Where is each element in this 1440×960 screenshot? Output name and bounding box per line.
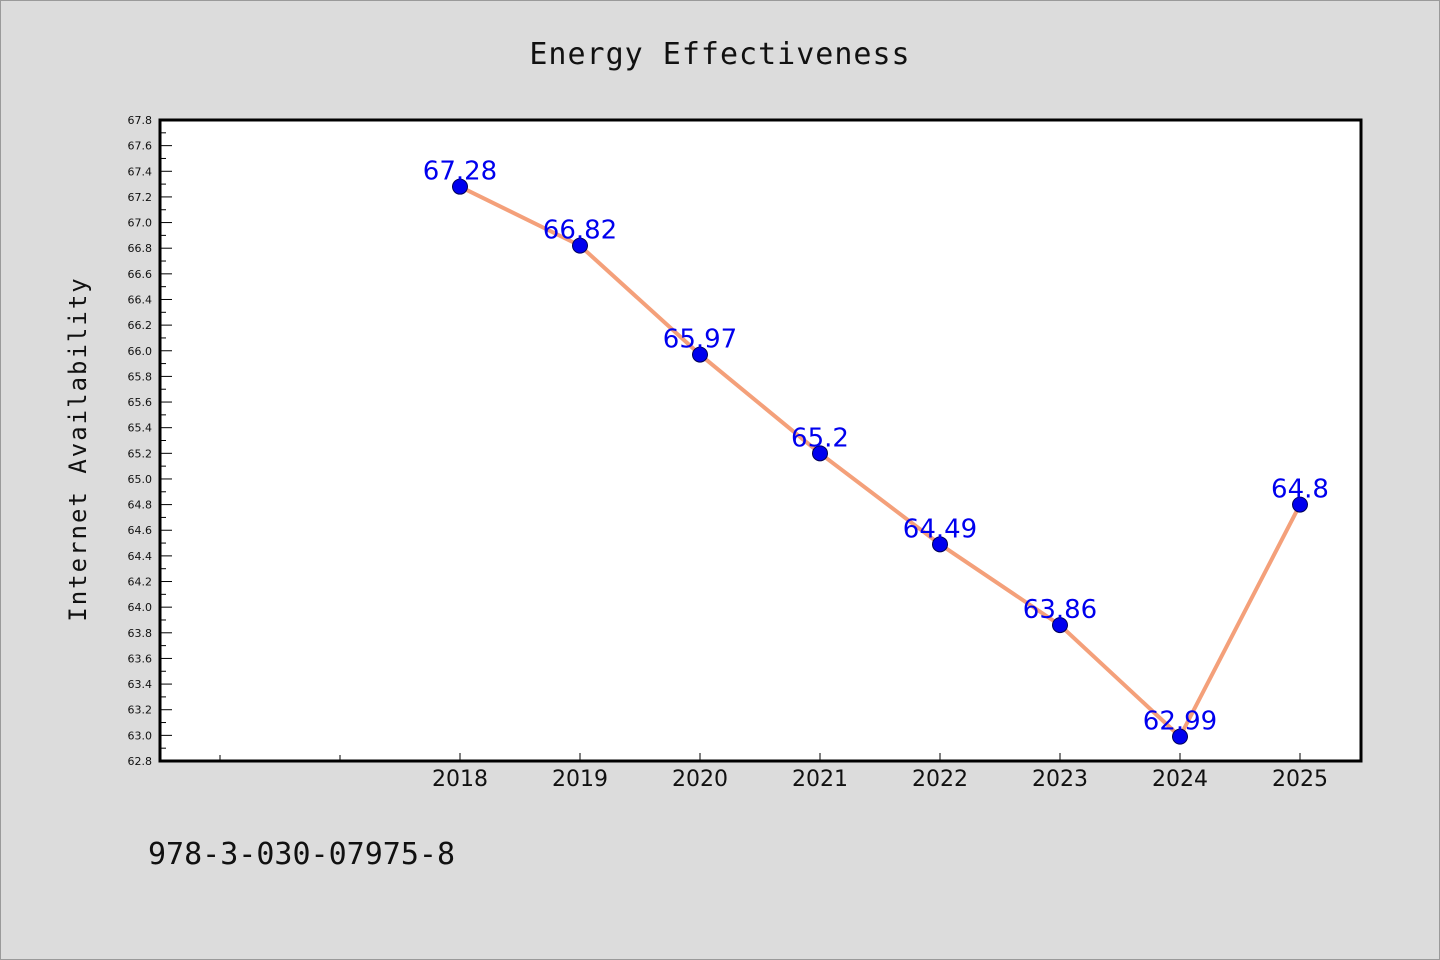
x-tick-label: 2022 bbox=[912, 767, 968, 792]
y-tick-label: 67.2 bbox=[128, 191, 153, 204]
data-points bbox=[452, 178, 1308, 745]
y-tick-label: 67.0 bbox=[128, 217, 153, 230]
x-tick-label: 2025 bbox=[1272, 767, 1328, 792]
data-labels: 67.28 66.82 65.97 65.2 64.49 63.86 62.99 64.8 bbox=[423, 157, 1329, 737]
y-tick-label: 66.2 bbox=[128, 319, 153, 332]
data-label: 64.49 bbox=[903, 514, 977, 544]
data-label: 66.82 bbox=[543, 216, 617, 246]
footnote-isbn: 978-3-030-07975-8 bbox=[148, 837, 455, 872]
plot-area bbox=[158, 118, 1363, 763]
y-axis-label: Internet Availability bbox=[64, 276, 92, 621]
data-point bbox=[692, 346, 708, 363]
y-tick-label: 66.0 bbox=[128, 345, 153, 358]
y-tick-label: 63.8 bbox=[128, 627, 153, 640]
data-point bbox=[572, 237, 588, 254]
y-tick-label: 63.4 bbox=[128, 678, 153, 691]
x-tick-label: 2018 bbox=[432, 767, 488, 792]
data-point bbox=[1172, 728, 1188, 745]
data-label: 62.99 bbox=[1143, 707, 1217, 737]
y-tick-label: 64.4 bbox=[128, 550, 153, 563]
x-tick-label: 2020 bbox=[672, 767, 728, 792]
y-tick-label: 64.2 bbox=[128, 576, 153, 589]
y-tick-label: 63.0 bbox=[128, 729, 153, 742]
data-label: 63.86 bbox=[1023, 595, 1097, 625]
data-label: 64.8 bbox=[1271, 475, 1329, 505]
data-label: 65.97 bbox=[663, 325, 737, 355]
y-tick-label: 67.6 bbox=[128, 140, 153, 153]
series-line bbox=[458, 184, 1302, 739]
data-point bbox=[1052, 617, 1068, 634]
y-tick-label: 65.8 bbox=[128, 370, 153, 383]
y-tick-label: 64.6 bbox=[128, 524, 153, 537]
y-tick-label: 65.6 bbox=[128, 396, 153, 409]
y-tick-label: 64.8 bbox=[128, 499, 153, 512]
x-axis: 2018 2019 2020 2021 2022 2023 2024 2025 bbox=[219, 753, 1328, 792]
x-tick-label: 2023 bbox=[1032, 767, 1088, 792]
data-label: 65.2 bbox=[791, 423, 849, 453]
data-point bbox=[1292, 496, 1308, 513]
y-tick-label: 63.6 bbox=[128, 652, 153, 665]
y-tick-label: 66.8 bbox=[128, 242, 153, 255]
y-tick-label: 66.6 bbox=[128, 268, 153, 281]
data-point bbox=[452, 178, 468, 195]
chart-title: Energy Effectiveness bbox=[529, 37, 910, 72]
y-tick-label: 62.8 bbox=[128, 755, 153, 768]
y-tick-label: 66.4 bbox=[128, 293, 153, 306]
y-tick-label: 65.0 bbox=[128, 473, 153, 486]
y-tick-label: 65.2 bbox=[128, 447, 153, 460]
y-axis: 62.8 63.0 63.2 63.4 63.6 63.8 64.0 64.2 64.4 64.6… bbox=[128, 114, 172, 768]
x-tick-label: 2021 bbox=[792, 767, 848, 792]
y-tick-label: 67.8 bbox=[128, 114, 153, 127]
x-tick-label: 2019 bbox=[552, 767, 608, 792]
y-tick-label: 67.4 bbox=[128, 165, 153, 178]
data-label: 67.28 bbox=[423, 157, 497, 187]
x-tick-label: 2024 bbox=[1152, 767, 1208, 792]
data-point bbox=[932, 536, 948, 553]
y-tick-label: 63.2 bbox=[128, 704, 153, 717]
y-tick-label: 64.0 bbox=[128, 601, 153, 614]
data-point bbox=[812, 445, 828, 462]
y-tick-label: 65.4 bbox=[128, 422, 153, 435]
